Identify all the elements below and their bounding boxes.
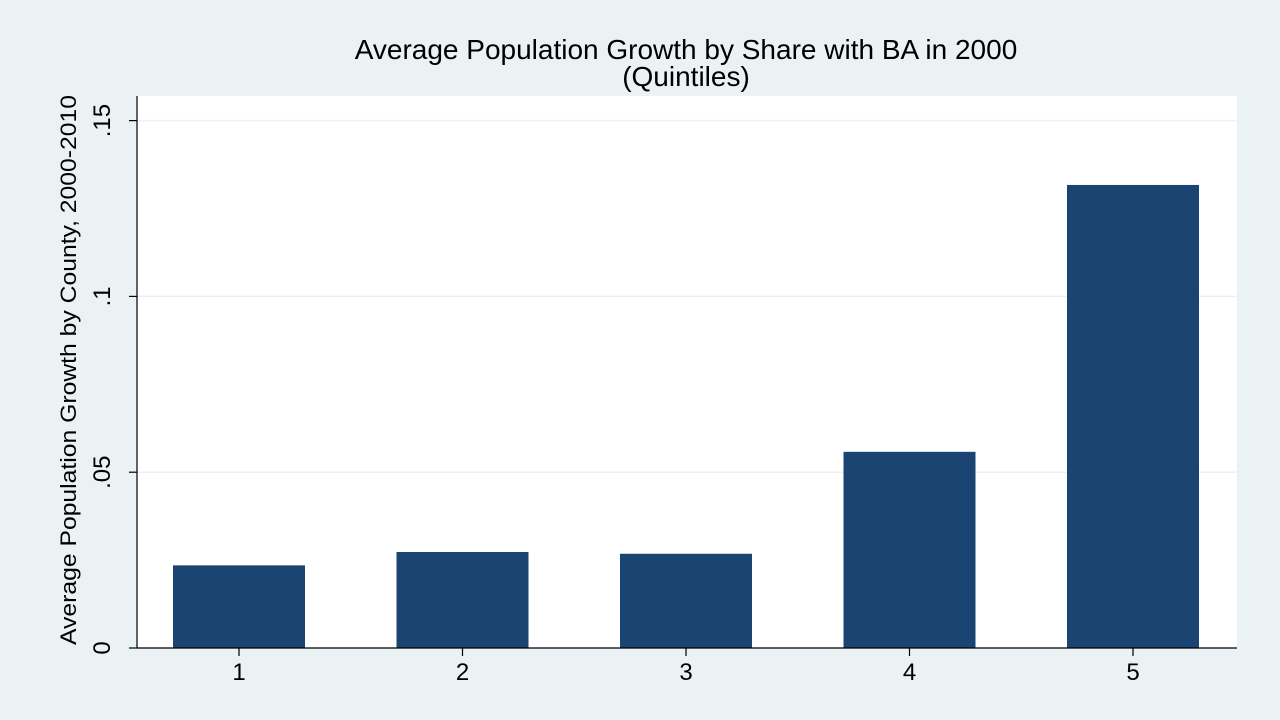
y-tick-label-3: .15 xyxy=(89,104,116,137)
x-tick-label-5: 5 xyxy=(1126,659,1139,686)
bars xyxy=(173,184,1199,648)
bar-1 xyxy=(173,565,305,648)
bar-5 xyxy=(1067,184,1199,648)
chart-title: Average Population Growth by Share with … xyxy=(355,34,1018,65)
chart-subtitle: (Quintiles) xyxy=(622,61,750,92)
bar-4 xyxy=(843,451,976,648)
x-tick-label-3: 3 xyxy=(679,659,692,686)
gridlines xyxy=(137,119,1237,473)
y-axis-ticks: 0 .05 .1 .15 xyxy=(89,104,137,655)
y-tick-label-2: .1 xyxy=(89,286,116,306)
x-tick-label-2: 2 xyxy=(456,659,469,686)
y-tick-label-1: .05 xyxy=(89,456,116,489)
y-tick-label-0: 0 xyxy=(89,641,116,654)
x-tick-label-4: 4 xyxy=(903,659,916,686)
bar-3 xyxy=(620,553,752,648)
y-axis-title: Average Population Growth by County, 200… xyxy=(56,95,81,645)
x-tick-label-1: 1 xyxy=(232,659,245,686)
x-axis-ticks: 1 2 3 4 5 xyxy=(232,648,1140,686)
bar-2 xyxy=(396,552,529,648)
